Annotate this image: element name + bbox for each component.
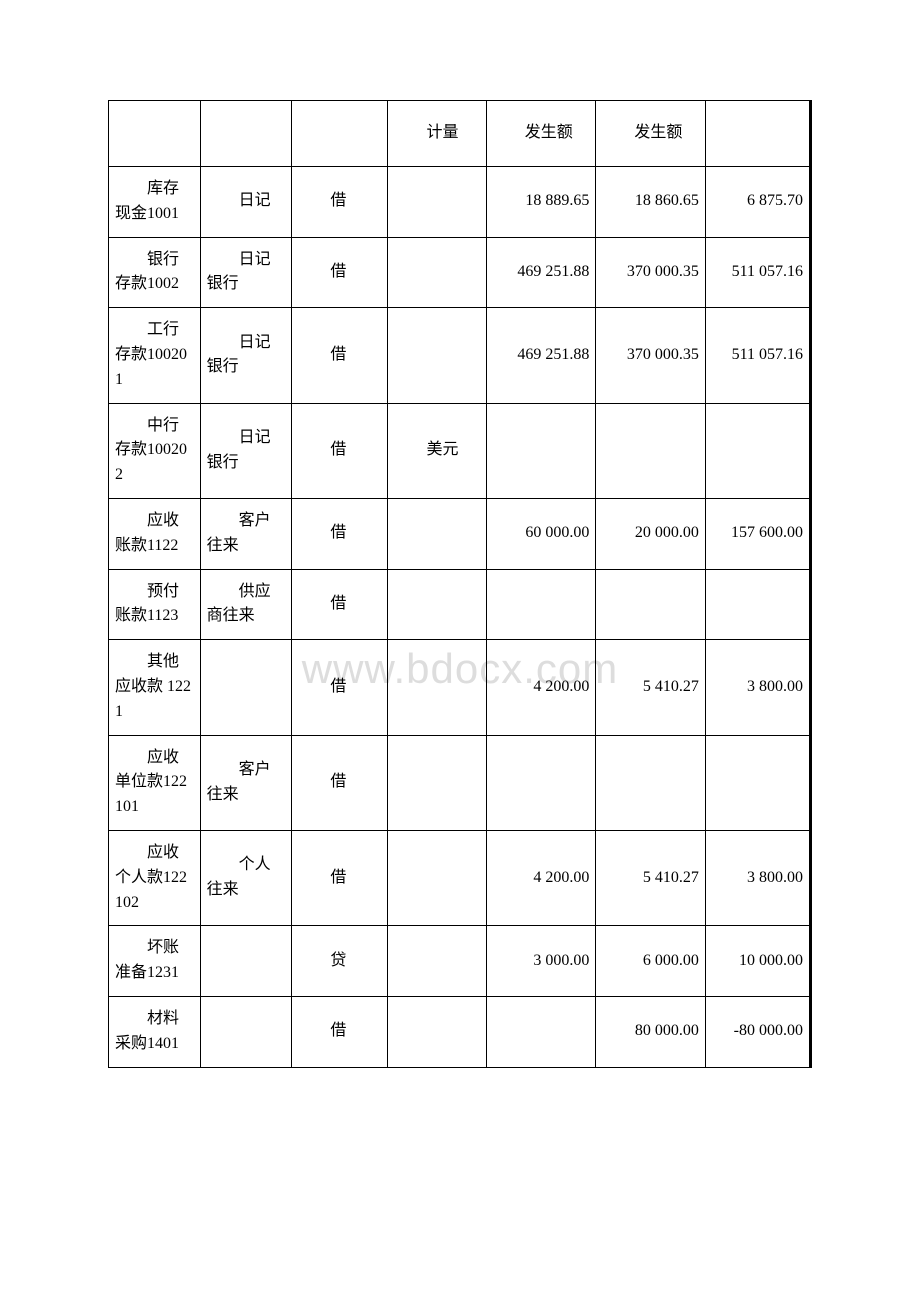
table-cell (388, 830, 486, 925)
table-cell (388, 640, 486, 735)
table-cell: 3 800.00 (705, 640, 810, 735)
table-row: 预付账款1123供应商往来借 (109, 569, 811, 640)
table-cell: 其他应收款 1221 (109, 640, 201, 735)
table-row: 应收单位款122101客户往来借 (109, 735, 811, 830)
table-cell: 370 000.35 (596, 308, 706, 403)
table-cell: 4 200.00 (486, 640, 596, 735)
table-row: 库存现金1001日记借 18 889.6518 860.656 875.70 (109, 167, 811, 238)
table-header-row: 计量 发生额 发生额 (109, 101, 811, 167)
table-cell (705, 735, 810, 830)
table-cell: 157 600.00 (705, 498, 810, 569)
table-row: 材料采购1401 借 80 000.00-80 000.00 (109, 996, 811, 1067)
header-cell (705, 101, 810, 167)
table-cell (388, 735, 486, 830)
table-cell: 370 000.35 (596, 237, 706, 308)
table-cell: 日记银行 (200, 403, 292, 498)
table-cell: 4 200.00 (486, 830, 596, 925)
table-cell (705, 569, 810, 640)
table-cell: 18 860.65 (596, 167, 706, 238)
table-cell: 20 000.00 (596, 498, 706, 569)
table-cell: 预付账款1123 (109, 569, 201, 640)
table-row: 工行存款100201日记银行借 469 251.88370 000.35511 0… (109, 308, 811, 403)
table-cell: 借 (292, 569, 388, 640)
table-row: 银行存款1002日记银行借 469 251.88370 000.35511 057… (109, 237, 811, 308)
table-row: 坏账准备1231 贷 3 000.006 000.0010 000.00 (109, 926, 811, 997)
table-cell: 贷 (292, 926, 388, 997)
table-cell (200, 640, 292, 735)
table-cell (486, 569, 596, 640)
table-cell: 3 800.00 (705, 830, 810, 925)
table-cell: 应收单位款122101 (109, 735, 201, 830)
table-cell: 借 (292, 308, 388, 403)
table-cell: 469 251.88 (486, 237, 596, 308)
table-cell: 美元 (388, 403, 486, 498)
table-cell: 坏账准备1231 (109, 926, 201, 997)
table-cell (486, 996, 596, 1067)
table-cell: 借 (292, 830, 388, 925)
table-cell: 10 000.00 (705, 926, 810, 997)
table-cell (486, 735, 596, 830)
table-cell: 5 410.27 (596, 640, 706, 735)
table-cell (388, 926, 486, 997)
table-cell (200, 926, 292, 997)
table-cell: 应收账款1122 (109, 498, 201, 569)
table-cell: 材料采购1401 (109, 996, 201, 1067)
table-cell: 借 (292, 167, 388, 238)
table-row: 中行存款100202日记银行借美元 (109, 403, 811, 498)
table-cell (200, 996, 292, 1067)
table-cell: 5 410.27 (596, 830, 706, 925)
table-row: 应收个人款122102个人往来借 4 200.005 410.273 800.00 (109, 830, 811, 925)
header-cell (292, 101, 388, 167)
table-cell: 6 000.00 (596, 926, 706, 997)
table-cell: 借 (292, 403, 388, 498)
table-cell: 日记银行 (200, 237, 292, 308)
table-cell: 借 (292, 237, 388, 308)
table-cell: 80 000.00 (596, 996, 706, 1067)
table-cell: 供应商往来 (200, 569, 292, 640)
accounting-table: 计量 发生额 发生额 库存现金1001日记借18 889.6518 860.65… (108, 100, 812, 1068)
table-cell: 客户往来 (200, 498, 292, 569)
table-cell: 511 057.16 (705, 308, 810, 403)
table-cell: 511 057.16 (705, 237, 810, 308)
table-cell: 日记银行 (200, 308, 292, 403)
header-cell (200, 101, 292, 167)
table-cell: 个人往来 (200, 830, 292, 925)
table-cell: 库存现金1001 (109, 167, 201, 238)
table-cell (705, 403, 810, 498)
table-cell: 借 (292, 640, 388, 735)
table-cell: -80 000.00 (705, 996, 810, 1067)
table-cell: 借 (292, 996, 388, 1067)
table-row: 应收账款1122客户往来借 60 000.0020 000.00157 600.0… (109, 498, 811, 569)
table-cell: 客户往来 (200, 735, 292, 830)
table-cell (388, 308, 486, 403)
table-row: 其他应收款 1221 借 4 200.005 410.273 800.00 (109, 640, 811, 735)
header-cell (109, 101, 201, 167)
table-cell: 借 (292, 735, 388, 830)
table-cell: 日记 (200, 167, 292, 238)
table-cell (388, 237, 486, 308)
table-cell (388, 498, 486, 569)
table-cell: 18 889.65 (486, 167, 596, 238)
table-cell (596, 735, 706, 830)
table-cell: 469 251.88 (486, 308, 596, 403)
table-cell: 60 000.00 (486, 498, 596, 569)
table-cell (388, 569, 486, 640)
table-cell (596, 403, 706, 498)
table-cell: 借 (292, 498, 388, 569)
header-cell-debit: 发生额 (486, 101, 596, 167)
table-cell: 银行存款1002 (109, 237, 201, 308)
table-cell (388, 996, 486, 1067)
header-cell-unit: 计量 (388, 101, 486, 167)
table-cell (596, 569, 706, 640)
table-cell: 工行存款100201 (109, 308, 201, 403)
table-cell: 应收个人款122102 (109, 830, 201, 925)
table-cell: 6 875.70 (705, 167, 810, 238)
table-cell (388, 167, 486, 238)
table-cell: 中行存款100202 (109, 403, 201, 498)
header-cell-credit: 发生额 (596, 101, 706, 167)
table-cell (486, 403, 596, 498)
table-cell: 3 000.00 (486, 926, 596, 997)
